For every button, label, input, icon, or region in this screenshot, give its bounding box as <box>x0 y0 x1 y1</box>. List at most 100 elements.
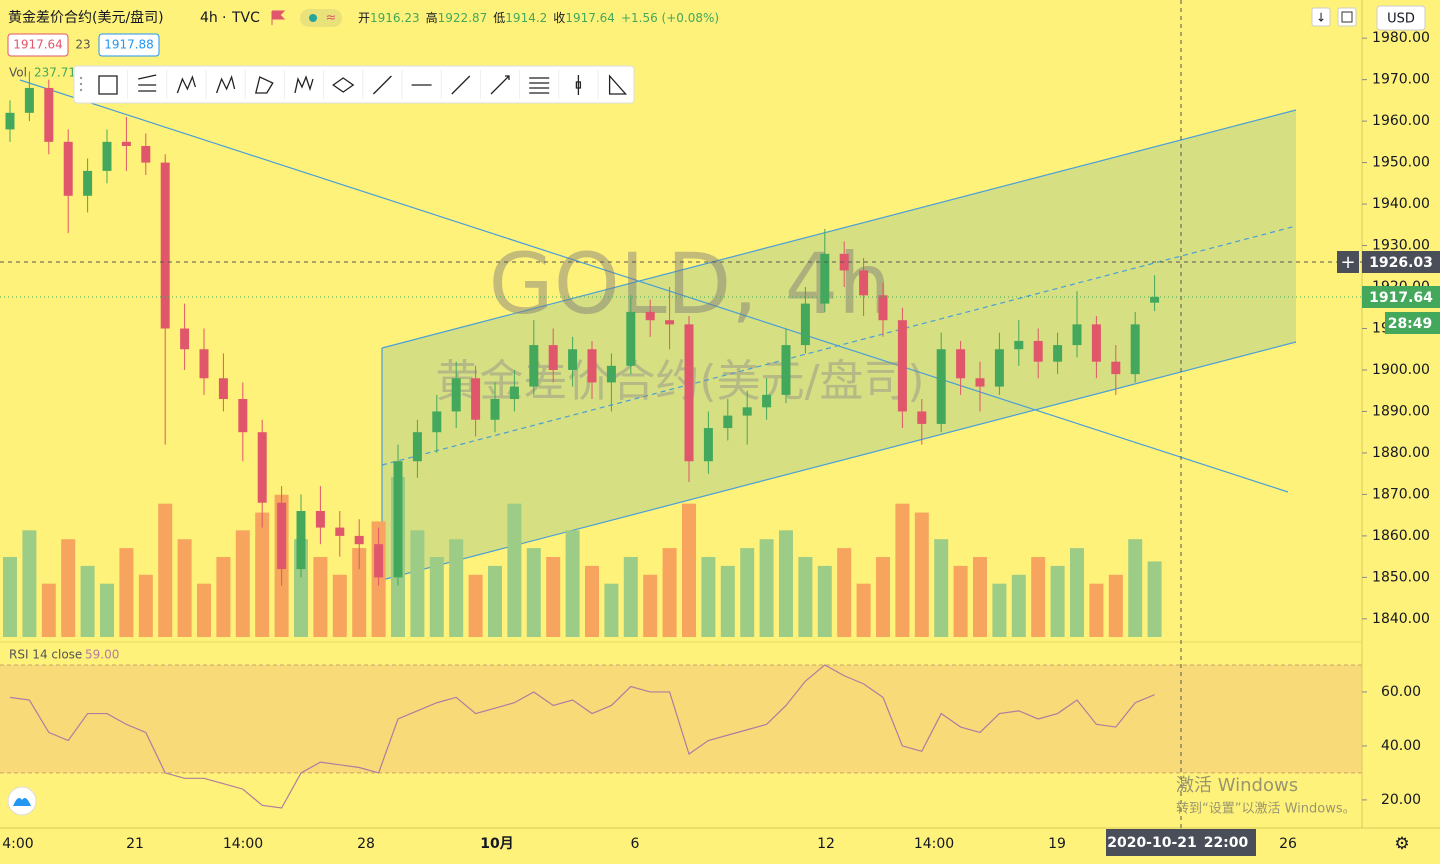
interval: 4h <box>200 10 218 26</box>
currency-button[interactable] <box>1376 5 1426 31</box>
volume-bar <box>914 512 929 637</box>
volume-bar <box>100 583 114 637</box>
toolbar-tool[interactable] <box>451 75 471 95</box>
candle-body <box>335 527 345 536</box>
add-button[interactable] <box>1337 251 1359 273</box>
bid-box[interactable] <box>7 33 69 57</box>
toolbar-tool[interactable] <box>608 74 628 95</box>
volume-bar <box>255 512 270 637</box>
candle-body <box>102 141 112 171</box>
toolbar-tool[interactable] <box>332 77 355 93</box>
candle-body <box>277 502 287 570</box>
candle-body <box>723 415 733 429</box>
toolbar-tool[interactable] <box>490 75 510 95</box>
volume-bar <box>953 565 968 637</box>
crosshair-time: 22:00 <box>1204 835 1249 851</box>
volume-bar <box>1050 565 1065 637</box>
volume-bar <box>740 548 755 637</box>
candle-body <box>354 535 364 545</box>
volume-bar <box>332 574 347 637</box>
volume-bar <box>507 503 522 637</box>
toolbar-tool[interactable] <box>575 75 582 95</box>
candle-body <box>121 141 131 147</box>
countdown-box <box>1385 312 1440 334</box>
rsi-line <box>9 664 1155 809</box>
maximize-icon <box>1341 11 1353 23</box>
price-axis-bg <box>1362 0 1440 828</box>
collapse-button[interactable] <box>1311 7 1331 27</box>
maximize-button[interactable] <box>1337 7 1357 27</box>
y-tick-label: 1870.00 <box>1372 486 1430 502</box>
y-tick-label: 1930.00 <box>1372 238 1430 254</box>
y-tick-label: 1970.00 <box>1372 72 1430 88</box>
settings-icon[interactable]: ⚙ <box>1394 834 1409 854</box>
collapse-icon: ↓ <box>1316 11 1326 25</box>
last-price: 1917.64 <box>1369 290 1433 306</box>
toolbar-tool[interactable] <box>529 77 550 94</box>
candle-body <box>218 378 228 400</box>
countdown: 28:49 <box>1388 316 1433 332</box>
candle-body <box>374 544 384 578</box>
y-tick-label: 1860.00 <box>1372 528 1430 544</box>
candle-body <box>606 365 616 383</box>
candle-body <box>412 432 422 462</box>
status-pill[interactable] <box>300 9 342 27</box>
bid: 1917.64 <box>13 38 63 52</box>
candle-body <box>1053 345 1063 362</box>
toolbar-tool[interactable] <box>215 74 236 94</box>
volume-bar <box>623 557 638 637</box>
candle-body <box>24 87 34 113</box>
time-label: 19 <box>1048 836 1066 852</box>
candle-body <box>393 461 403 578</box>
candle-body <box>645 311 655 321</box>
channel-bottom <box>381 341 1297 581</box>
toolbar-tool[interactable] <box>138 74 157 92</box>
volume-bar <box>798 557 813 637</box>
rsi-band <box>0 664 1362 773</box>
quote-value: 1917.64 <box>565 11 615 25</box>
toolbar-tool[interactable] <box>254 76 274 94</box>
trend-line <box>19 79 1289 493</box>
volume-bar <box>3 557 17 637</box>
y-tick-label: 1840.00 <box>1372 611 1430 627</box>
add-icon: + <box>1340 252 1355 273</box>
rsi-tick-label: 20.00 <box>1381 792 1421 808</box>
volume-bar <box>177 539 192 637</box>
rsi-tick-label: 40.00 <box>1381 738 1421 754</box>
volume-bar <box>876 557 890 637</box>
toolbar-tool[interactable] <box>372 75 392 95</box>
ask-box[interactable] <box>98 33 160 57</box>
candle-body <box>296 511 306 570</box>
candle-body <box>839 253 849 271</box>
time-label: 4:00 <box>2 836 33 852</box>
volume-bar <box>720 565 735 637</box>
candle-body <box>1014 340 1024 350</box>
channel-top <box>381 109 1297 349</box>
flag-icon[interactable] <box>271 10 286 25</box>
toolbar-tool[interactable] <box>98 75 118 95</box>
last-price-box <box>1362 286 1440 308</box>
candle-body <box>529 345 539 387</box>
volume-bar <box>546 557 561 637</box>
volume-bar <box>662 548 677 637</box>
y-tick-label: 1850.00 <box>1372 569 1430 585</box>
volume-bar <box>468 574 483 637</box>
time-label: 6 <box>631 836 640 852</box>
volume-bar <box>119 548 134 637</box>
volume-bar <box>817 565 832 637</box>
y-tick-label: 1980.00 <box>1372 30 1430 46</box>
toolbar-bg <box>73 65 635 104</box>
watermark-subtitle: 黄金差价合约(美元/盘司) <box>435 356 924 407</box>
volume-bar <box>759 539 774 637</box>
volume-bar <box>410 530 425 637</box>
toolbar-tool[interactable] <box>294 75 314 94</box>
candle-body <box>160 162 170 329</box>
volume-bar <box>313 557 328 637</box>
quote-label: 低 <box>493 11 505 25</box>
volume-bar <box>973 557 987 637</box>
volume-bar <box>1031 557 1046 637</box>
candle-body <box>703 428 713 462</box>
volume-bar <box>895 503 910 637</box>
candle-body <box>238 399 248 433</box>
toolbar-tool[interactable] <box>176 75 197 94</box>
